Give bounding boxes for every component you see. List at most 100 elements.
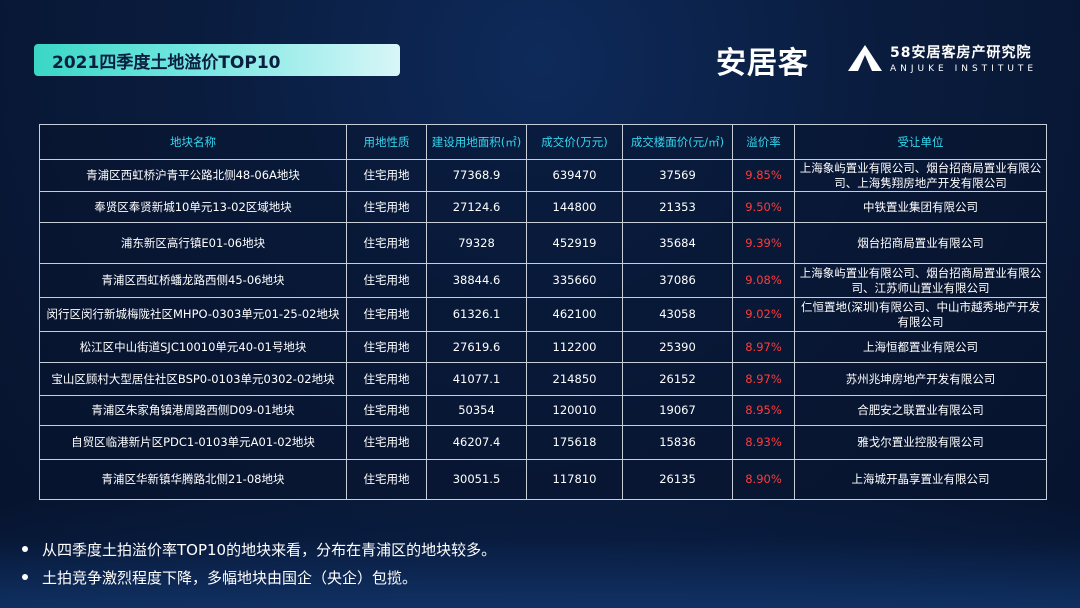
cell-land-name: 青浦区华新镇华腾路北侧21-08地块 [39, 459, 347, 500]
cell-price: 639470 [526, 159, 623, 192]
table-row: 宝山区顾村大型居住社区BSP0-0103单元0302-02地块 住宅用地 410… [39, 362, 1047, 396]
cell-price: 175618 [526, 425, 623, 460]
cell-price: 117810 [526, 459, 623, 500]
cell-premium-rate: 8.90% [732, 459, 795, 500]
cell-buyer: 烟台招商局置业有限公司 [794, 222, 1047, 264]
background-skyline [0, 498, 1080, 608]
cell-floor-price: 37086 [622, 263, 733, 298]
cell-price: 335660 [526, 263, 623, 298]
page-title: 2021四季度土地溢价TOP10 [52, 52, 281, 73]
cell-price: 462100 [526, 297, 623, 332]
cell-area: 27619.6 [426, 331, 527, 363]
cell-land-name: 奉贤区奉贤新城10单元13-02区域地块 [39, 191, 347, 223]
header-land-name: 地块名称 [39, 124, 347, 160]
cell-floor-price: 26135 [622, 459, 733, 500]
cell-premium-rate: 9.85% [732, 159, 795, 192]
table-row: 浦东新区高行镇E01-06地块 住宅用地 79328 452919 35684 … [39, 222, 1047, 264]
institute-en-name: ANJUKE INSTITUTE [890, 64, 1038, 74]
cell-buyer: 苏州兆坤房地产开发有限公司 [794, 362, 1047, 396]
anjuke-logo: 安居客 [716, 46, 809, 81]
cell-premium-rate: 8.95% [732, 395, 795, 426]
cell-floor-price: 25390 [622, 331, 733, 363]
cell-premium-rate: 9.02% [732, 297, 795, 332]
bullet-item: 从四季度土拍溢价率TOP10的地块来看，分布在青浦区的地块较多。 [22, 535, 496, 563]
table-row: 青浦区朱家角镇港周路西侧D09-01地块 住宅用地 50354 120010 1… [39, 395, 1047, 426]
cell-land-use: 住宅用地 [346, 331, 427, 363]
bullet-text: 从四季度土拍溢价率TOP10的地块来看，分布在青浦区的地块较多。 [42, 540, 497, 559]
cell-area: 50354 [426, 395, 527, 426]
cell-premium-rate: 9.08% [732, 263, 795, 298]
cell-premium-rate: 9.39% [732, 222, 795, 264]
cell-land-use: 住宅用地 [346, 297, 427, 332]
cell-price: 214850 [526, 362, 623, 396]
institute-name: 58安居客房产研究院 [890, 45, 1032, 61]
cell-floor-price: 15836 [622, 425, 733, 460]
cell-price: 144800 [526, 191, 623, 223]
header-buyer: 受让单位 [794, 124, 1047, 160]
cell-area: 79328 [426, 222, 527, 264]
cell-land-name: 青浦区朱家角镇港周路西侧D09-01地块 [39, 395, 347, 426]
cell-buyer: 合肥安之联置业有限公司 [794, 395, 1047, 426]
cell-land-use: 住宅用地 [346, 222, 427, 264]
cell-area: 46207.4 [426, 425, 527, 460]
header-floor-price: 成交楼面价(元/㎡) [622, 124, 733, 160]
table-header-row: 地块名称 用地性质 建设用地面积(㎡) 成交价(万元) 成交楼面价(元/㎡) 溢… [39, 124, 1047, 160]
table-row: 青浦区华新镇华腾路北侧21-08地块 住宅用地 30051.5 117810 2… [39, 459, 1047, 500]
header-land-use: 用地性质 [346, 124, 427, 160]
institute-logo: 58安居客房产研究院 ANJUKE INSTITUTE [848, 42, 1037, 74]
cell-area: 61326.1 [426, 297, 527, 332]
cell-land-name: 宝山区顾村大型居住社区BSP0-0103单元0302-02地块 [39, 362, 347, 396]
land-premium-table: 地块名称 用地性质 建设用地面积(㎡) 成交价(万元) 成交楼面价(元/㎡) 溢… [39, 124, 1047, 500]
cell-land-use: 住宅用地 [346, 191, 427, 223]
table-row: 奉贤区奉贤新城10单元13-02区域地块 住宅用地 27124.6 144800… [39, 191, 1047, 223]
cell-buyer: 仁恒置地(深圳)有限公司、中山市越秀地产开发有限公司 [794, 297, 1047, 332]
cell-land-name: 闵行区闵行新城梅陇社区MHPO-0303单元01-25-02地块 [39, 297, 347, 332]
cell-land-use: 住宅用地 [346, 263, 427, 298]
cell-buyer: 上海城开晶享置业有限公司 [794, 459, 1047, 500]
cell-land-name: 浦东新区高行镇E01-06地块 [39, 222, 347, 264]
cell-buyer: 中铁置业集团有限公司 [794, 191, 1047, 223]
cell-floor-price: 21353 [622, 191, 733, 223]
cell-premium-rate: 8.93% [732, 425, 795, 460]
bullet-dot-icon [22, 546, 28, 552]
cell-land-use: 住宅用地 [346, 395, 427, 426]
cell-land-name: 自贸区临港新片区PDC1-0103单元A01-02地块 [39, 425, 347, 460]
cell-land-name: 青浦区西虹桥蟠龙路西侧45-06地块 [39, 263, 347, 298]
header-area: 建设用地面积(㎡) [426, 124, 527, 160]
header-price: 成交价(万元) [526, 124, 623, 160]
cell-buyer: 上海象屿置业有限公司、烟台招商局置业有限公司、江苏师山置业有限公司 [794, 263, 1047, 298]
cell-area: 38844.6 [426, 263, 527, 298]
cell-floor-price: 37569 [622, 159, 733, 192]
page-title-bar: 2021四季度土地溢价TOP10 [34, 44, 400, 76]
bullet-text: 土拍竞争激烈程度下降，多幅地块由国企（央企）包揽。 [42, 568, 418, 587]
bullet-item: 土拍竞争激烈程度下降，多幅地块由国企（央企）包揽。 [22, 563, 496, 591]
cell-floor-price: 19067 [622, 395, 733, 426]
cell-premium-rate: 8.97% [732, 331, 795, 363]
table-row: 闵行区闵行新城梅陇社区MHPO-0303单元01-25-02地块 住宅用地 61… [39, 297, 1047, 332]
cell-price: 112200 [526, 331, 623, 363]
cell-area: 30051.5 [426, 459, 527, 500]
cell-land-name: 青浦区西虹桥沪青平公路北侧48-06A地块 [39, 159, 347, 192]
cell-floor-price: 26152 [622, 362, 733, 396]
institute-triangle-icon [848, 45, 882, 71]
cell-premium-rate: 8.97% [732, 362, 795, 396]
table-row: 青浦区西虹桥蟠龙路西侧45-06地块 住宅用地 38844.6 335660 3… [39, 263, 1047, 298]
cell-land-name: 松江区中山街道SJC10010单元40-01号地块 [39, 331, 347, 363]
header-premium-rate: 溢价率 [732, 124, 795, 160]
table-row: 松江区中山街道SJC10010单元40-01号地块 住宅用地 27619.6 1… [39, 331, 1047, 363]
cell-buyer: 上海象屿置业有限公司、烟台招商局置业有限公司、上海隽翔房地产开发有限公司 [794, 159, 1047, 192]
cell-floor-price: 43058 [622, 297, 733, 332]
cell-area: 77368.9 [426, 159, 527, 192]
table-row: 青浦区西虹桥沪青平公路北侧48-06A地块 住宅用地 77368.9 63947… [39, 159, 1047, 192]
cell-land-use: 住宅用地 [346, 362, 427, 396]
cell-area: 27124.6 [426, 191, 527, 223]
cell-land-use: 住宅用地 [346, 159, 427, 192]
cell-price: 120010 [526, 395, 623, 426]
cell-land-use: 住宅用地 [346, 459, 427, 500]
table-row: 自贸区临港新片区PDC1-0103单元A01-02地块 住宅用地 46207.4… [39, 425, 1047, 460]
cell-buyer: 雅戈尔置业控股有限公司 [794, 425, 1047, 460]
cell-premium-rate: 9.50% [732, 191, 795, 223]
summary-bullets: 从四季度土拍溢价率TOP10的地块来看，分布在青浦区的地块较多。 土拍竞争激烈程… [22, 535, 496, 591]
cell-buyer: 上海恒都置业有限公司 [794, 331, 1047, 363]
cell-price: 452919 [526, 222, 623, 264]
